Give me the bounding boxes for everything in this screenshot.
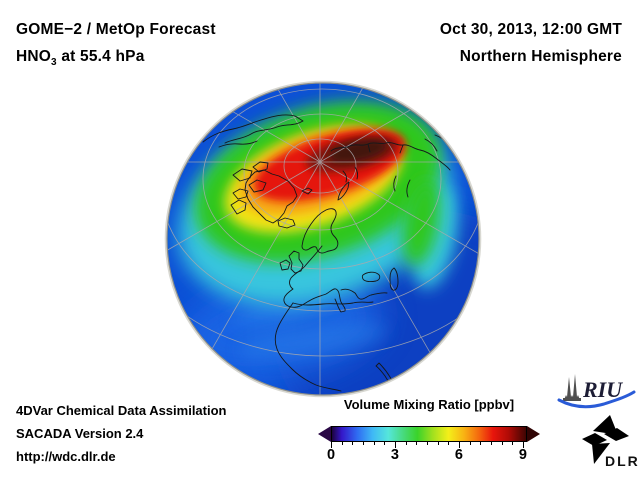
- version-label: SACADA Version 2.4: [16, 426, 144, 441]
- colorbar-tick: [426, 442, 428, 445]
- colorbar-tick-label: 9: [518, 447, 527, 463]
- colorbar-tick: [437, 442, 439, 445]
- species-level-label: HNO3 at 55.4 hPa: [16, 48, 145, 69]
- colorbar-tick: [362, 442, 364, 445]
- graticule: [167, 83, 479, 395]
- dlr-emblem-icon: [582, 415, 629, 464]
- colorbar-tick-label: 3: [390, 447, 399, 463]
- colorbar-tick: [331, 442, 332, 448]
- colorbar-tick: [522, 442, 524, 448]
- colorbar-tick: [490, 442, 492, 445]
- colorbar-tick: [448, 442, 450, 445]
- datetime-label: Oct 30, 2013, 12:00 GMT: [439, 21, 622, 38]
- title-block: GOME−2 / MetOp Forecast HNO3 at 55.4 hPa: [16, 16, 216, 70]
- riu-swoosh-icon: [557, 390, 636, 409]
- globe-map: [164, 80, 482, 398]
- colorbar-tick: [416, 442, 418, 445]
- colorbar-tick: [352, 442, 354, 445]
- colorbar-tick: [405, 442, 407, 445]
- colorbar-left-arrow: [318, 426, 331, 442]
- colorbar-tick-label: 6: [454, 447, 463, 463]
- hemisphere-label: Northern Hemisphere: [459, 48, 622, 65]
- credits-block: 4DVar Chemical Data Assimilation SACADA …: [16, 399, 227, 468]
- colorbar-gradient: [331, 426, 527, 442]
- globe-rim-inner: [166, 82, 480, 396]
- species-subscript: 3: [51, 57, 57, 69]
- colorbar-bar: [318, 426, 540, 442]
- dlr-logo: DLR: [582, 415, 638, 469]
- riu-logo-text: RIU: [582, 377, 623, 402]
- colorbar-tick: [373, 442, 375, 445]
- colorbar-tick: [341, 442, 343, 445]
- colorbar-ticks: [331, 442, 525, 449]
- dlr-logo-text: DLR: [605, 453, 638, 469]
- cathedral-icon: [564, 374, 580, 400]
- colorbar-tick: [501, 442, 503, 445]
- page-title: GOME−2 / MetOp Forecast: [16, 21, 216, 38]
- colorbar-right-arrow: [527, 426, 540, 442]
- colorbar-tick: [458, 442, 460, 448]
- colorbar-labels: 0 3 6 9: [327, 447, 527, 463]
- coastlines: [202, 114, 451, 392]
- colorbar-tick: [512, 442, 514, 445]
- riu-logo: RIU: [557, 374, 636, 409]
- globe-data-field: [167, 83, 479, 395]
- colorbar-tick: [469, 442, 471, 445]
- datetime-block: Oct 30, 2013, 12:00 GMT Northern Hemisph…: [440, 16, 622, 70]
- colorbar-tick-label: 0: [326, 447, 336, 463]
- globe-rim: [164, 80, 482, 398]
- colorbar: Volume Mixing Ratio [ppbv] 0 3 6 9: [318, 397, 540, 469]
- assimilation-label: 4DVar Chemical Data Assimilation: [16, 403, 227, 418]
- colorbar-title: Volume Mixing Ratio [ppbv]: [343, 397, 515, 412]
- colorbar-tick: [480, 442, 482, 445]
- colorbar-tick: [384, 442, 386, 445]
- colorbar-tick: [394, 442, 396, 448]
- website-url: http://wdc.dlr.de: [16, 449, 116, 464]
